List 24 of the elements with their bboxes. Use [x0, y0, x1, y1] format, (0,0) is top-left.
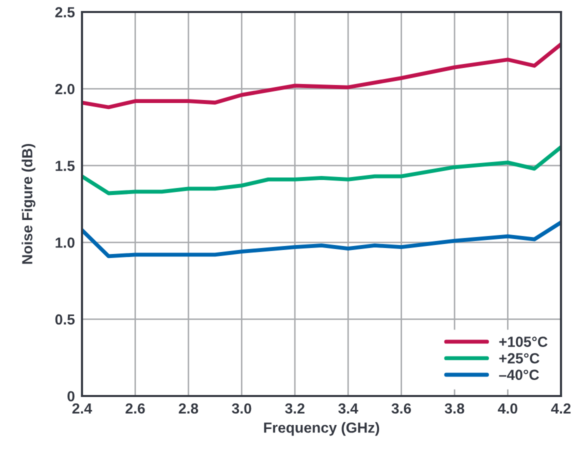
x-tick-label: 3.2: [285, 403, 304, 414]
legend-label: –40°C: [499, 370, 539, 380]
line-series: [82, 220, 561, 258]
x-tick-label: 4.2: [551, 403, 571, 414]
line-series: [82, 42, 561, 110]
y-axis-title: Noise Figure (dB): [22, 144, 36, 264]
x-tick-label: 3.6: [392, 403, 411, 414]
y-tick-label: 1.0: [56, 238, 74, 248]
y-tick-label: 1.5: [56, 160, 75, 172]
x-axis-title: Frequency (GHz): [264, 422, 380, 436]
line-series: [82, 145, 561, 196]
legend-label: +105°C: [499, 336, 548, 347]
y-tick-label: 0: [68, 391, 74, 402]
y-tick-label: 2.0: [55, 84, 74, 94]
x-tick-label: 2.4: [72, 403, 92, 414]
x-tick-label: 3.4: [338, 403, 358, 414]
legend-label: +25°C: [499, 353, 540, 364]
x-tick-label: 2.8: [178, 403, 198, 414]
x-tick-label: 3.8: [444, 403, 464, 414]
x-tick-label: 4.0: [498, 403, 518, 414]
x-tick-label: 2.6: [126, 403, 145, 414]
x-tick-label: 3.0: [232, 403, 252, 414]
y-tick-label: 0.5: [55, 314, 75, 325]
y-tick-label: 2.5: [55, 7, 75, 18]
